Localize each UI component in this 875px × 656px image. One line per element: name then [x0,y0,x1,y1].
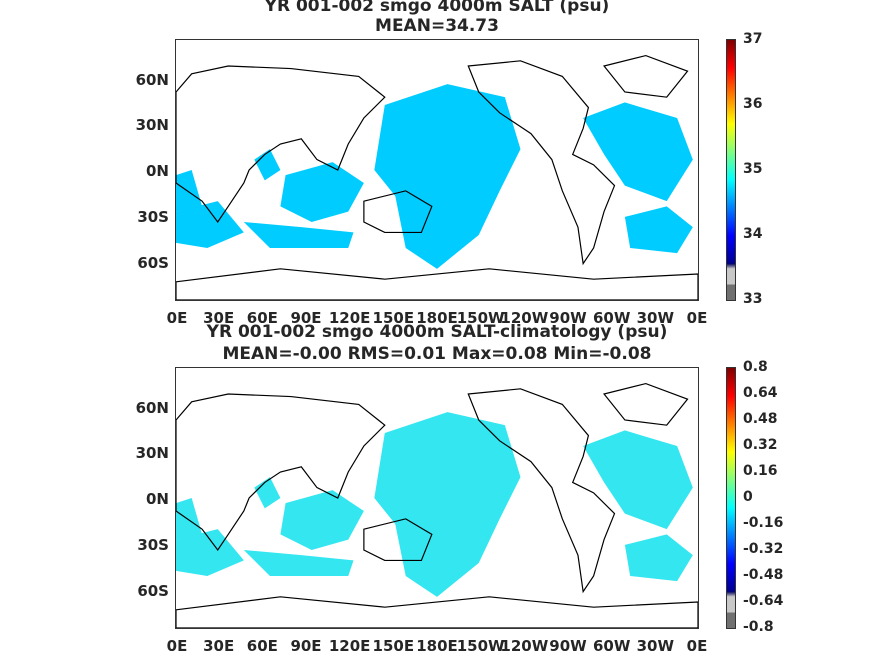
coastline [363,190,433,234]
y-axis-tick-label: 60N [135,70,169,89]
x-axis-tick-label: 90E [290,309,322,327]
x-axis-tick-label: 120E [328,309,371,327]
x-axis-tick-label: 90W [549,309,587,327]
ocean-field-region [624,534,693,582]
x-axis-tick-label: 150E [372,309,415,327]
ocean-field-region [254,477,281,509]
colorbar-tick-label: -0.48 [743,567,784,583]
x-axis-tick-label: 30E [203,309,235,327]
coastline [467,60,616,266]
colorbar-tick-label: 33 [743,291,763,307]
y-axis-tick-label: 30N [135,116,169,135]
y-axis-tick-label: 60N [135,398,169,417]
colorbar-tick-label: 37 [743,31,763,47]
x-axis-tick-label: 0E [166,637,188,655]
x-axis-tick-label: 60E [246,637,278,655]
y-axis-tick-label: 60S [137,254,169,272]
colorbar-tick-label: 0.16 [743,463,778,479]
x-axis-tick-label: 90W [549,637,587,655]
coastline [176,393,386,552]
x-axis-tick-label: 150E [372,637,415,655]
colorbar-tick-label: 35 [743,161,763,177]
colorbar-tick-label: 0.32 [743,437,778,453]
x-axis-tick-label: 30E [203,637,235,655]
panel2-map [175,367,699,629]
x-axis-tick-label: 0E [166,309,188,327]
panel2-title-line2: MEAN=-0.00 RMS=0.01 Max=0.08 Min=-0.08 [222,344,652,364]
x-axis-tick-label: 120W [500,309,549,327]
x-axis-tick-label: 120E [328,637,371,655]
x-axis-tick-label: 0E [686,309,708,327]
panel2-title-line1: YR 001-002 smgo 4000m SALT-climatology (… [206,322,668,342]
panel1-title-line1: YR 001-002 smgo 4000m SALT (psu) [264,0,610,16]
x-axis-tick-label: 150W [456,637,505,655]
ocean-field-region [176,201,244,248]
ocean-field-region [374,412,521,597]
x-axis-tick-label: 60W [592,637,631,655]
ocean-field-region [583,102,693,202]
colorbar-tick-label: 0.64 [743,385,778,401]
panel2-colorbar [726,367,736,629]
ocean-field-region [243,550,354,576]
y-axis-tick-label: 0N [146,162,169,181]
x-axis-tick-label: 30W [636,637,675,655]
colorbar-tick-label: 0.8 [743,359,768,375]
y-axis-tick-label: 0N [146,490,169,509]
colorbar-tick-label: 0 [743,489,753,505]
ocean-field-region [583,430,693,530]
colorbar-tick-label: 0.48 [743,411,778,427]
x-axis-tick-label: 180E [416,309,458,327]
x-axis-tick-label: 0E [686,637,708,655]
coastline [176,268,698,300]
y-axis-tick-label: 30S [137,208,169,227]
x-axis-tick-label: 150W [456,309,505,327]
panel1-map [175,39,699,301]
colorbar-tick-label: 36 [743,96,763,112]
x-axis-tick-label: 90E [290,637,322,655]
coastline [176,65,386,224]
panel1-title-line2: MEAN=34.73 [375,16,499,36]
ocean-field-region [374,84,521,269]
x-axis-tick-label: 60E [246,309,278,327]
coastline [603,54,689,98]
ocean-field-region [176,170,203,212]
ocean-field-region [243,222,354,248]
coastline [467,388,616,594]
x-axis-tick-label: 180E [416,637,458,655]
colorbar-tick-label: -0.8 [743,619,774,635]
x-axis-tick-label: 30W [636,309,675,327]
ocean-field-region [280,162,364,222]
coastline [176,596,698,628]
coastline [363,518,433,562]
ocean-field-region [254,149,281,181]
ocean-field-region [176,498,203,540]
x-axis-tick-label: 60W [592,309,631,327]
ocean-field-region [280,490,364,550]
y-axis-tick-label: 30S [137,536,169,555]
y-axis-tick-label: 30N [135,444,169,463]
coastline [603,382,689,426]
ocean-field-region [624,206,693,254]
panel1-map-svg [176,54,698,300]
panel1-colorbar [726,39,736,301]
ocean-field-region [176,529,244,576]
colorbar-tick-label: -0.64 [743,593,784,609]
x-axis-tick-label: 120W [500,637,549,655]
colorbar-tick-label: -0.32 [743,541,784,557]
panel2-map-svg [176,382,698,628]
colorbar-tick-label: -0.16 [743,515,784,531]
y-axis-tick-label: 60S [137,582,169,600]
colorbar-tick-label: 34 [743,226,763,242]
